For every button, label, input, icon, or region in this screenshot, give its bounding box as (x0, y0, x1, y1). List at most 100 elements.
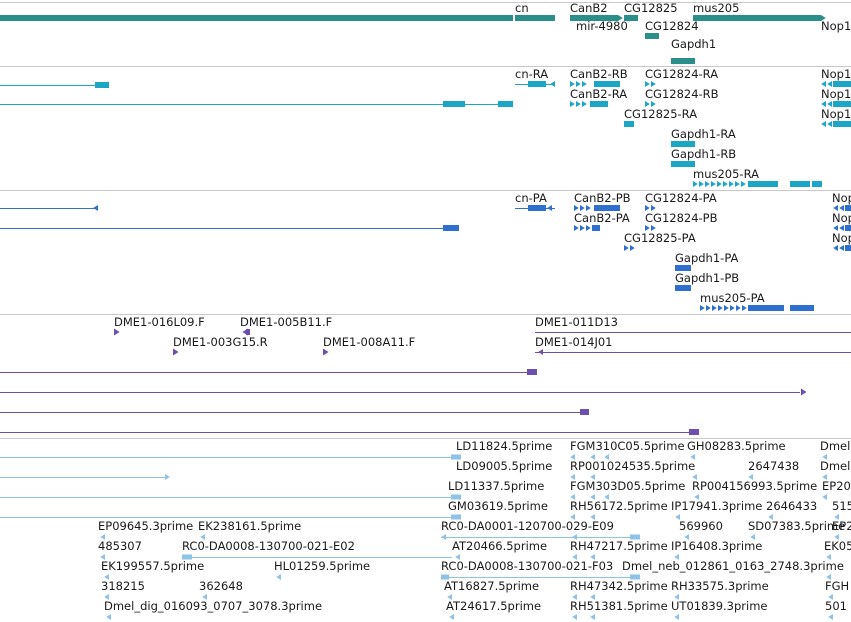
protein-glyph[interactable] (645, 225, 650, 231)
est-glyph[interactable] (570, 454, 575, 460)
transcript-glyph[interactable] (748, 181, 778, 187)
feature-label[interactable]: UT01839.3prime (671, 599, 768, 613)
est-glyph[interactable] (106, 614, 111, 620)
feature-label[interactable]: IP17941.3prime (671, 499, 762, 513)
est-glyph[interactable] (449, 614, 454, 620)
feature-label[interactable]: SD07383.5prime (748, 519, 845, 533)
est-glyph[interactable] (675, 514, 680, 520)
transcript-glyph[interactable] (693, 181, 698, 187)
protein-glyph[interactable] (675, 285, 691, 291)
transcript-glyph[interactable] (550, 81, 555, 87)
transcript-glyph[interactable] (590, 101, 608, 107)
feature-label[interactable]: EP20 (822, 479, 851, 493)
feature-label[interactable]: Dmel_dig_016093_0707_3078.3prime (104, 599, 322, 613)
est-glyph[interactable] (826, 574, 831, 580)
feature-label[interactable]: Gapdh1-PA (675, 251, 739, 265)
gene-glyph[interactable] (618, 15, 623, 21)
protein-glyph[interactable] (592, 225, 600, 231)
feature-label[interactable]: CG12825 (624, 1, 678, 15)
feature-label[interactable]: FGM303D05.5prime (570, 479, 685, 493)
feature-label[interactable]: 362648 (199, 579, 243, 593)
protein-glyph[interactable] (586, 225, 591, 231)
feature-label[interactable]: cn (515, 1, 529, 15)
feature-label[interactable]: GH08283.5prime (687, 439, 786, 453)
protein-glyph[interactable] (839, 225, 844, 231)
est-glyph[interactable] (590, 494, 595, 500)
transcript-glyph[interactable] (821, 121, 826, 127)
protein-glyph[interactable] (845, 205, 851, 211)
est-glyph[interactable] (630, 574, 640, 580)
gene-glyph[interactable] (515, 15, 555, 21)
clone-glyph[interactable] (246, 329, 250, 335)
feature-label[interactable]: FGM310C05.5prime (570, 439, 685, 453)
transcript-glyph[interactable] (827, 81, 832, 87)
feature-label[interactable]: LD11337.5prime (448, 479, 544, 493)
feature-label[interactable]: Dmel (820, 459, 850, 473)
feature-label[interactable]: EK238161.5prime (198, 519, 301, 533)
feature-label[interactable]: CG12824-RB (645, 87, 719, 101)
protein-glyph[interactable] (839, 245, 844, 251)
est-glyph[interactable] (630, 534, 640, 540)
feature-label[interactable]: DME1-014J01 (535, 335, 613, 349)
est-glyph[interactable] (822, 494, 827, 500)
feature-label[interactable]: 5154 (832, 499, 851, 513)
est-glyph[interactable] (572, 534, 577, 540)
est-glyph[interactable] (276, 574, 281, 580)
est-glyph[interactable] (590, 474, 595, 480)
feature-label[interactable]: Gapdh1-RB (671, 147, 736, 161)
transcript-glyph[interactable] (576, 101, 581, 107)
est-glyph[interactable] (104, 574, 109, 580)
feature-label[interactable]: cn-PA (515, 191, 547, 205)
est-glyph[interactable] (590, 614, 595, 620)
feature-label[interactable]: RP001024535.5prime (570, 459, 695, 473)
feature-label[interactable]: LD11824.5prime (456, 439, 552, 453)
transcript-glyph[interactable] (528, 81, 546, 87)
feature-label[interactable]: 2646433 (766, 499, 817, 513)
protein-glyph[interactable] (645, 205, 650, 211)
feature-label[interactable]: Dmel_neb_012861_0163_2748.3prime (622, 559, 844, 573)
feature-label[interactable]: Nop (832, 231, 851, 245)
est-glyph[interactable] (451, 454, 461, 460)
transcript-glyph[interactable] (671, 141, 695, 147)
transcript-glyph[interactable] (671, 161, 695, 167)
est-glyph[interactable] (590, 454, 595, 460)
feature-label[interactable]: RC0-DA0008-130700-021-E02 (182, 539, 355, 553)
feature-label[interactable]: CanB2-PA (574, 211, 630, 225)
est-glyph[interactable] (570, 514, 575, 520)
clone-glyph[interactable] (173, 348, 179, 356)
feature-label[interactable]: DME1-016L09.F (114, 315, 205, 329)
est-glyph[interactable] (834, 514, 839, 520)
est-glyph[interactable] (100, 554, 105, 560)
est-glyph[interactable] (590, 554, 595, 560)
est-glyph[interactable] (826, 554, 831, 560)
transcript-glyph[interactable] (833, 81, 851, 87)
est-glyph[interactable] (694, 494, 699, 500)
transcript-glyph[interactable] (821, 101, 826, 107)
transcript-glyph[interactable] (570, 101, 575, 107)
gene-glyph[interactable] (821, 15, 826, 21)
est-glyph[interactable] (572, 554, 577, 560)
est-glyph[interactable] (200, 534, 205, 540)
est-glyph[interactable] (441, 574, 449, 580)
est-glyph[interactable] (182, 554, 192, 560)
est-glyph[interactable] (570, 494, 575, 500)
feature-label[interactable]: AT24617.5prime (446, 599, 541, 613)
feature-label[interactable]: GM03619.5prime (448, 499, 548, 513)
transcript-glyph[interactable] (827, 121, 832, 127)
protein-glyph[interactable] (586, 205, 591, 211)
transcript-glyph[interactable] (651, 101, 656, 107)
feature-label[interactable]: LD09005.5prime (456, 459, 552, 473)
transcript-glyph[interactable] (594, 81, 620, 87)
transcript-glyph[interactable] (833, 121, 851, 127)
gene-glyph[interactable] (645, 33, 659, 39)
feature-label[interactable]: Gapdh1-RA (671, 127, 736, 141)
transcript-glyph[interactable] (723, 181, 728, 187)
est-glyph[interactable] (674, 594, 679, 600)
feature-label[interactable]: RC0-DA0001-120700-029-E09 (441, 519, 614, 533)
protein-glyph[interactable] (528, 205, 546, 211)
transcript-glyph[interactable] (790, 181, 810, 187)
protein-glyph[interactable] (574, 205, 579, 211)
feature-label[interactable]: CG12825-PA (624, 231, 696, 245)
feature-label[interactable]: 569960 (679, 519, 723, 533)
